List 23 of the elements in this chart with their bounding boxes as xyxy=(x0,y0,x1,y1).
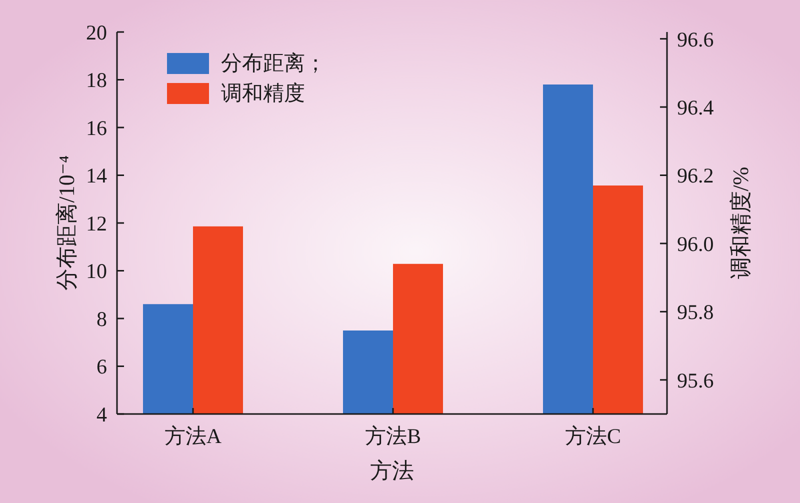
y2-tick-label: 96.4 xyxy=(677,95,714,120)
y2-tick-label: 95.6 xyxy=(677,368,714,392)
y-tick-label: 10 xyxy=(86,259,107,284)
y2-tick-label: 96.0 xyxy=(677,232,714,256)
y-tick-label: 8 xyxy=(96,306,107,331)
y-tick-label: 20 xyxy=(86,20,107,44)
y-tick-label: 18 xyxy=(86,68,107,92)
y2-tick-label: 95.8 xyxy=(677,300,714,324)
x-axis-title: 方法 xyxy=(370,458,414,482)
x-tick-label: 方法C xyxy=(564,424,622,448)
x-tick-label: 方法B xyxy=(364,424,422,448)
y-tick-label: 4 xyxy=(96,402,108,426)
y-axis-title: 分布距离/10⁻⁴ xyxy=(54,154,78,291)
y-tick-label: 14 xyxy=(86,164,108,188)
y-tick-label: 6 xyxy=(96,354,107,379)
y2-tick-label: 96.6 xyxy=(677,27,714,52)
y-tick-label: 16 xyxy=(86,116,107,140)
y2-tick-label: 96.2 xyxy=(677,164,714,188)
legend-label: 分布距离； xyxy=(221,50,326,77)
legend-label: 调和精度 xyxy=(221,80,305,107)
x-tick-label: 方法A xyxy=(164,424,222,448)
y2-axis-title: 调和精度/% xyxy=(728,166,752,280)
y-tick-label: 12 xyxy=(86,211,107,236)
